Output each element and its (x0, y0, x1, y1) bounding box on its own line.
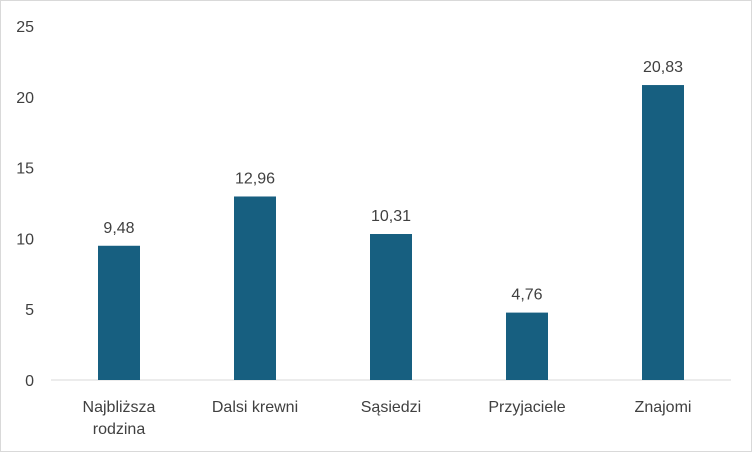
value-label: 10,31 (371, 208, 411, 225)
value-label: 9,48 (103, 220, 134, 237)
bar (98, 245, 140, 380)
y-axis-ticks: 0 5 10 15 20 25 (16, 19, 34, 390)
bar (370, 234, 412, 380)
value-label: 12,96 (235, 170, 275, 187)
value-labels: 9,48 12,96 10,31 4,76 20,83 (103, 59, 683, 304)
y-tick-label: 20 (16, 90, 34, 107)
category-label: rodzina (93, 421, 146, 438)
y-tick-label: 5 (25, 302, 34, 319)
value-label: 4,76 (511, 287, 542, 304)
category-label: Znajomi (635, 399, 692, 416)
y-tick-label: 15 (16, 161, 34, 178)
bar (506, 312, 548, 380)
value-label: 20,83 (643, 59, 683, 76)
bars (98, 85, 684, 380)
y-tick-label: 25 (16, 19, 34, 36)
y-tick-label: 10 (16, 231, 34, 248)
category-label: Najbliższa (83, 399, 156, 416)
bar (234, 196, 276, 380)
y-tick-label: 0 (25, 373, 34, 390)
category-labels: Najbliższa rodzina Dalsi krewni Sąsiedzi Prz… (83, 399, 692, 438)
category-label: Dalsi krewni (212, 399, 298, 416)
category-label: Sąsiedzi (361, 399, 421, 416)
bar (642, 85, 684, 380)
category-label: Przyjaciele (488, 399, 565, 416)
